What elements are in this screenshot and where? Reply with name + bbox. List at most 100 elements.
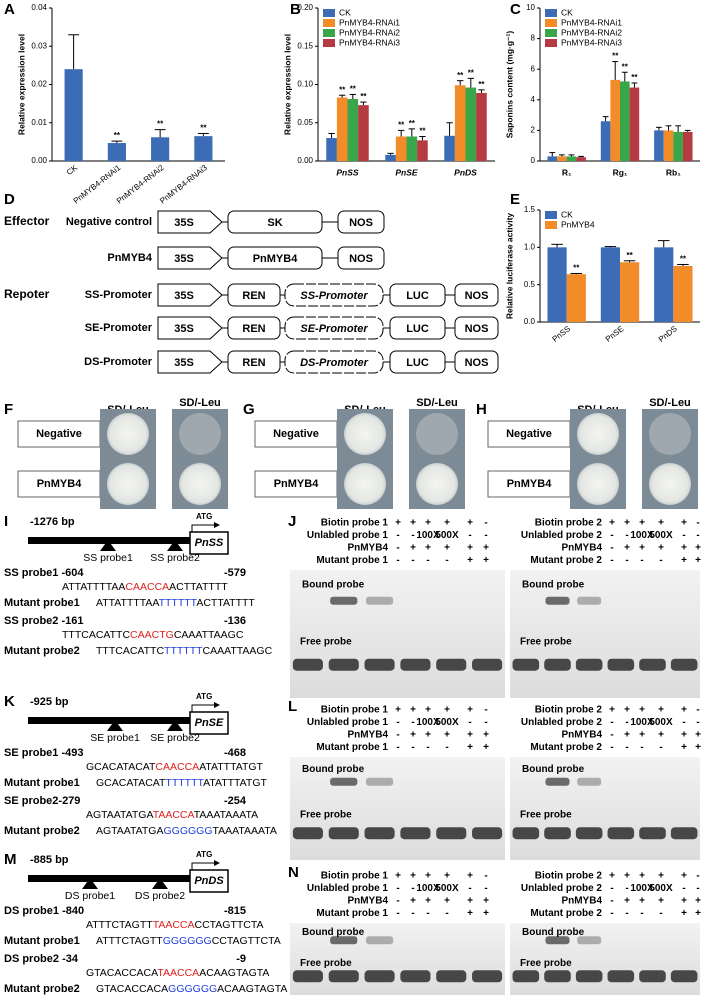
free-band: [436, 658, 467, 671]
lane-sign: -: [426, 742, 429, 753]
colony: [577, 463, 619, 505]
lane-sign: +: [695, 730, 701, 741]
sequence-part: TAACCA: [157, 967, 199, 979]
lane-sign: -: [659, 908, 662, 919]
significance-label: **: [419, 127, 426, 136]
bound-band: [330, 777, 358, 786]
x-tick-label: PnSE: [395, 167, 418, 177]
tss-arrow: [191, 862, 214, 870]
sequence-part: ATTTCTAGTT: [96, 935, 163, 947]
lane-sign: -: [396, 717, 399, 728]
sequence-part: ATTTCTAGTT: [86, 919, 153, 931]
y-axis-label: Relative expression level: [282, 34, 292, 135]
bar: [465, 87, 477, 161]
sequence-part: GCACATACAT: [96, 777, 166, 789]
sequence: GCACATACATCAACCAATATTTATGT: [86, 761, 264, 773]
condition-label: Mutant probe 1: [316, 555, 388, 566]
lane-sign: +: [681, 742, 687, 753]
row-box: [254, 470, 338, 498]
lane-sign: -: [682, 883, 685, 894]
sequence-part: TTTTTT: [165, 777, 204, 789]
bound-label: Bound probe: [522, 927, 585, 938]
bar: [454, 85, 466, 161]
lane-sign: +: [658, 871, 664, 882]
mutant-label: Mutant probe2: [4, 825, 80, 837]
lane-sign: -: [396, 908, 399, 919]
lane-sign: +: [609, 518, 615, 529]
free-band: [607, 658, 635, 671]
bound-band: [365, 777, 394, 786]
construct-part: 35S: [174, 290, 194, 302]
lane-sign: +: [425, 705, 431, 716]
x-tick-label: PnSS: [551, 324, 573, 344]
lane-sign: +: [624, 871, 630, 882]
free-band: [436, 970, 467, 983]
sequence-part: CAAATTAAGC: [203, 645, 273, 657]
promoter-arrow: [157, 283, 223, 307]
legend-swatch: [545, 211, 557, 219]
free-label: Free probe: [300, 958, 352, 969]
legend-swatch: [545, 221, 557, 229]
bound-band: [365, 936, 394, 945]
lane-sign: +: [681, 543, 687, 554]
lane-sign: -: [659, 742, 662, 753]
significance-label: **: [157, 120, 164, 129]
construct-name: Negative control: [66, 216, 152, 228]
sequence-part: ACAAGTAGTA: [217, 983, 287, 995]
bar: [682, 131, 693, 161]
promoter-length: -885 bp: [30, 854, 69, 866]
lane-sign: -: [696, 705, 699, 716]
significance-label: **: [398, 121, 405, 130]
binding-site: [167, 540, 183, 551]
panel-letter: J: [288, 513, 296, 530]
lane-sign: +: [467, 555, 473, 566]
probe-end: -254: [224, 795, 247, 807]
sequence-part: CAAATTAAGC: [174, 629, 244, 641]
significance-label: **: [339, 85, 346, 94]
row-label: PnMYB4: [37, 478, 83, 490]
lane-sign: -: [445, 908, 448, 919]
colony: [577, 413, 619, 455]
significance-label: **: [457, 71, 464, 80]
free-band: [575, 827, 603, 840]
lane-sign: +: [639, 871, 645, 882]
lane-sign: +: [483, 896, 489, 907]
y-tick-label: 1.0: [524, 242, 536, 251]
lane-sign: -: [610, 530, 613, 541]
lane-sign: -: [640, 908, 643, 919]
construct-part: NOS: [349, 217, 373, 229]
free-band: [607, 827, 635, 840]
colony: [107, 413, 149, 455]
bar: [620, 262, 640, 322]
lane-sign: -: [682, 530, 685, 541]
legend-swatch: [545, 29, 557, 37]
sequence: ATTATTTTAATTTTTTACTTATTTT: [96, 597, 255, 609]
significance-label: **: [114, 131, 121, 140]
legend-label: CK: [561, 209, 573, 219]
colony: [649, 463, 691, 505]
lane-sign: -: [610, 730, 613, 741]
free-band: [292, 827, 323, 840]
sequence-part: CAACCA: [155, 761, 199, 773]
lane-sign: +: [425, 871, 431, 882]
legend-label: PnMYB4-RNAi1: [339, 17, 400, 27]
gene-box: [189, 711, 229, 735]
lane-sign: +: [467, 742, 473, 753]
panel-letter: M: [4, 851, 17, 868]
lane-sign: +: [658, 896, 664, 907]
sequence-part: CAACCA: [125, 581, 169, 593]
significance-label: **: [468, 68, 475, 77]
significance-label: **: [409, 119, 416, 128]
sequence-part: CCTAGTTCTA: [212, 935, 281, 947]
colony: [107, 463, 149, 505]
construct-box: [389, 316, 446, 340]
bar: [64, 69, 83, 161]
panel-letter: H: [476, 401, 487, 418]
gene-name: PnDS: [194, 875, 224, 887]
colony: [416, 463, 458, 505]
gel: [290, 570, 505, 698]
lane-sign: 100X: [416, 530, 440, 541]
probe-end: -579: [224, 567, 246, 579]
free-band: [472, 658, 503, 671]
